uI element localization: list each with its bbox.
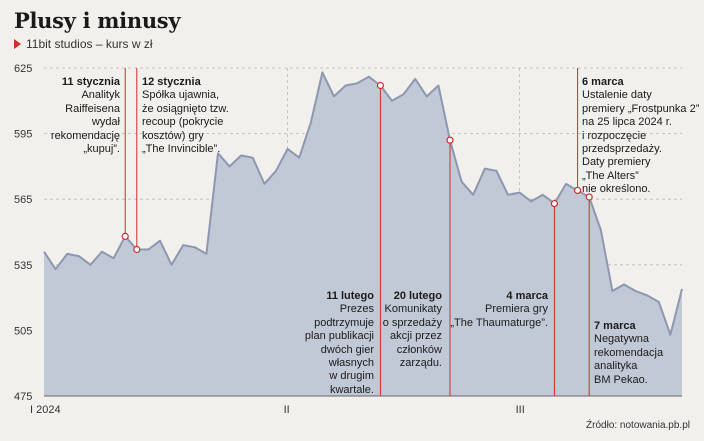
annotation-date: 4 marca [506,290,548,302]
annotation-line: dwóch gier [320,343,374,356]
annotation-11-stycznia: 11 stycznia Analityk Raiffeisena wydał r… [48,76,120,156]
annotation-line: że osiągnięto tzw. [142,102,229,115]
annotation-6-marca: 6 marca Ustalenie daty premiery „Frostpu… [582,76,700,197]
annotation-20-lutego: 20 lutego Komunikaty o sprzedaży akcji p… [380,290,442,370]
annotation-marker-point [573,186,582,195]
annotation-7-marca: 7 marca Negatywna rekomendacja analityka… [594,320,694,387]
annotation-line: Raiffeisena [65,102,120,115]
annotation-date: 20 lutego [393,290,442,302]
annotation-4-marca: 4 marca Premiera gry „The Thaumaturge”. [440,290,548,330]
annotation-line: analityka [594,360,638,373]
annotation-line: Premiera gry [485,303,548,316]
annotation-line: Spółka ujawnia, [142,89,220,102]
annotation-marker-point [550,199,559,208]
red-triangle-icon [14,39,21,49]
annotation-line: akcji przez [390,330,442,343]
annotation-11-lutego: 11 lutego Prezes podtrzymuje plan publik… [290,290,374,397]
annotation-line: nie określono. [582,183,651,196]
annotation-line: kosztów) gry [142,129,204,142]
annotation-marker-point [585,193,593,201]
annotation-line: Negatywna [594,333,650,346]
price-area [44,72,682,397]
x-tick-label: I 2024 [30,404,61,416]
chart-title: Plusy i minusy [14,8,181,33]
annotation-line: Komunikaty [384,303,442,316]
annotation-line: „The Alters” [582,169,639,182]
x-tick-label: III [516,404,525,416]
annotation-line: Daty premiery [582,156,651,169]
annotation-line: wydał [91,116,120,129]
annotation-marker-point [446,136,454,144]
annotation-line: premiery „Frostpunka 2” [582,102,700,115]
annotation-line: Analityk [81,89,120,102]
annotation-date: 6 marca [582,76,624,88]
annotation-line: rekomendację [50,129,120,142]
annotation-line: o sprzedaży [382,316,442,329]
annotation-line: Ustalenie daty [582,89,652,102]
annotation-date: 12 stycznia [142,76,201,88]
y-tick-label: 625 [14,63,32,75]
annotation-line: plan publikacji [304,330,374,343]
chart-subtitle: 11bit studios – kurs w zł [14,37,153,51]
subtitle-text: 11bit studios – kurs w zł [26,37,153,51]
annotation-date: 11 lutego [326,290,374,302]
y-tick-label: 535 [14,260,32,272]
annotation-line: członków [396,343,442,356]
annotation-marker-point [133,245,141,254]
y-tick-label: 595 [14,129,32,141]
annotation-line: „kupuj”. [83,143,120,156]
annotation-line: BM Pekao. [594,373,648,386]
annotation-date: 11 stycznia [61,76,120,88]
annotation-date: 7 marca [594,320,636,332]
annotation-line: i rozpoczęcie [582,129,647,142]
annotation-line: zarządu. [399,357,442,370]
source-note: Źródło: notowania.pb.pl [586,420,690,431]
annotation-line: własnych [328,357,374,370]
y-tick-label: 565 [14,194,32,206]
annotation-line: „The Thaumaturge”. [450,316,548,329]
annotation-line: na 25 lipca 2024 r. [582,116,672,129]
x-tick-label: II [284,404,290,416]
annotation-line: recoup (pokrycie [142,116,224,129]
annotation-marker-point [121,232,129,240]
annotation-line: kwartale. [329,383,374,396]
y-tick-label: 475 [14,391,32,403]
y-tick-label: 505 [14,325,32,337]
annotation-line: rekomendacja [594,346,664,359]
annotation-line: „The Invincible”. [142,143,221,156]
annotation-12-stycznia: 12 stycznia Spółka ujawnia, że osiągnięt… [142,76,252,156]
annotation-line: przedsprzedaży. [582,143,662,156]
annotation-line: Prezes [339,303,374,316]
annotation-marker-point [376,81,384,90]
annotation-line: podtrzymuje [314,316,374,329]
annotation-line: w drugim [329,370,374,383]
